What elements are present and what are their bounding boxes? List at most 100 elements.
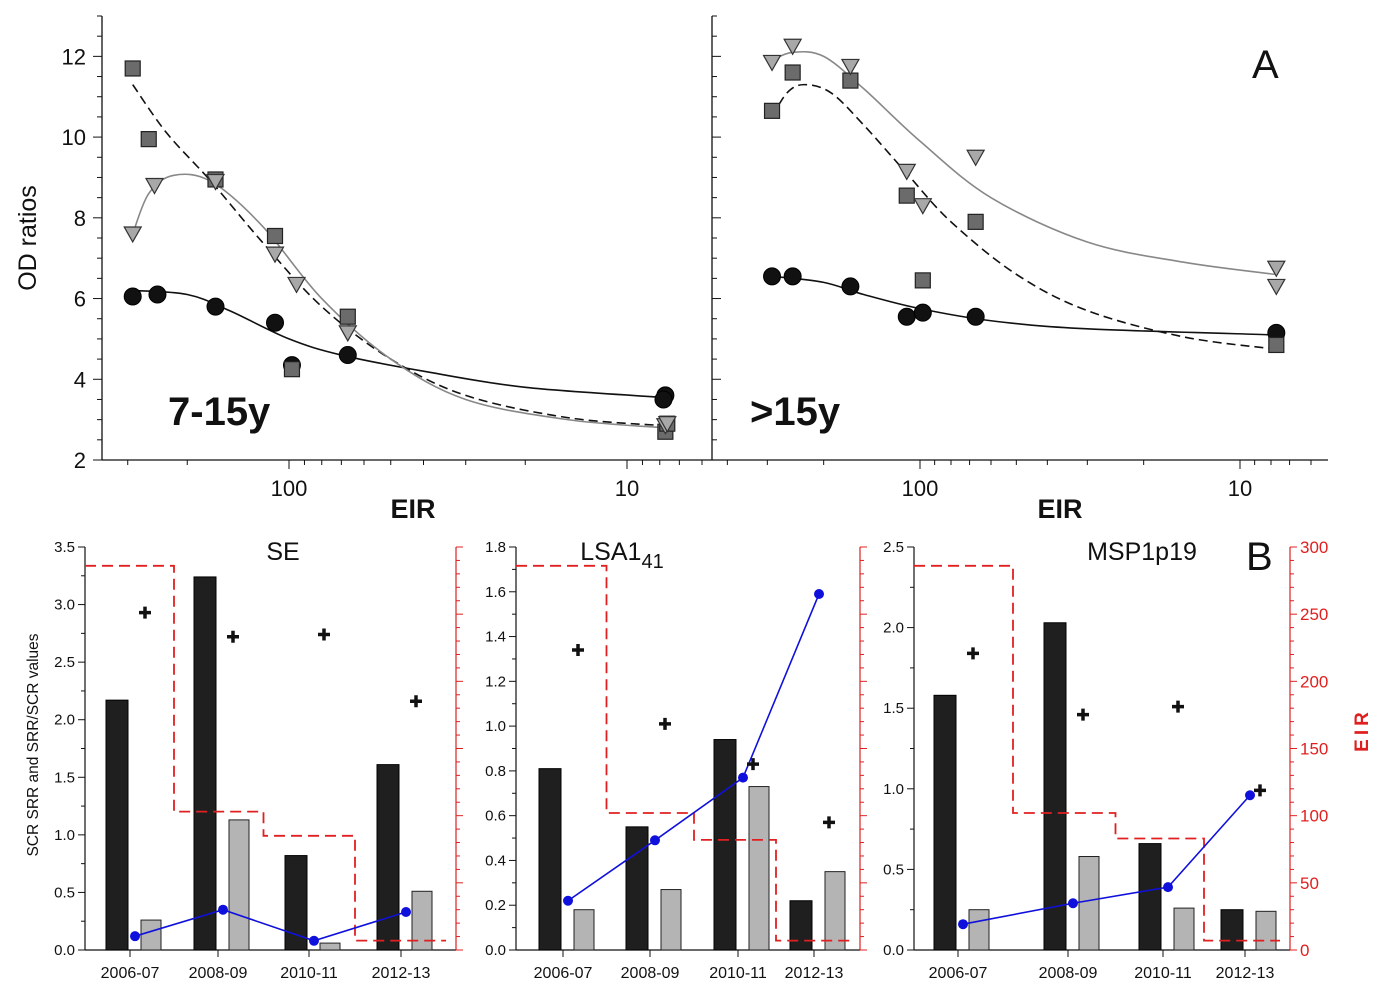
ratio-point bbox=[401, 907, 411, 918]
y-tick-label: 2.0 bbox=[883, 620, 904, 637]
subplot-title: LSA141 bbox=[580, 538, 663, 573]
age-group-label: 7-15y bbox=[168, 390, 271, 434]
y-tick-label: 4 bbox=[74, 367, 86, 392]
eir-axis-label: EIR bbox=[1352, 708, 1373, 752]
y-tick-label: 1.0 bbox=[485, 718, 506, 735]
square-point bbox=[898, 187, 915, 204]
x-axis-label: EIR bbox=[1037, 494, 1082, 524]
y-axis-label: SCR SRR and SRR/SCR values bbox=[25, 633, 42, 856]
category-label: 2012-13 bbox=[785, 965, 844, 982]
ratio-point bbox=[1068, 898, 1078, 909]
circle-point bbox=[841, 277, 860, 296]
square-point bbox=[967, 213, 984, 230]
grey-bar bbox=[824, 871, 846, 951]
y-tick-label: 12 bbox=[62, 44, 86, 69]
grey-bar bbox=[660, 889, 682, 951]
black-bar bbox=[538, 768, 562, 951]
square-point bbox=[784, 64, 801, 81]
ratio-line bbox=[134, 908, 407, 942]
grey-bar bbox=[1173, 907, 1195, 951]
eir-tick-label: 250 bbox=[1300, 605, 1328, 624]
square-point bbox=[763, 102, 781, 119]
black-bar bbox=[284, 855, 308, 951]
y-tick-label: 0.8 bbox=[485, 763, 506, 780]
grey-bar bbox=[140, 919, 162, 951]
circle-point bbox=[913, 303, 932, 322]
eir-step-line bbox=[85, 564, 446, 942]
triangle-point bbox=[1266, 260, 1286, 278]
panel-b-letter: B bbox=[1246, 535, 1273, 579]
y-tick-label: 0.0 bbox=[54, 942, 75, 959]
eir-tick-label: 300 bbox=[1300, 538, 1328, 557]
category-label: 2006-07 bbox=[929, 965, 988, 982]
subplot-title-main: MSP1p19 bbox=[1087, 538, 1197, 566]
y-tick-label: 0.0 bbox=[485, 942, 506, 959]
category-label: 2008-09 bbox=[189, 965, 248, 982]
ratio-line bbox=[567, 593, 820, 902]
cross-marker bbox=[1172, 700, 1184, 713]
y-tick-label: 1.5 bbox=[54, 769, 75, 786]
eir-tick-label: 0 bbox=[1300, 941, 1309, 960]
black-bar bbox=[933, 694, 957, 951]
y-tick-label: 1.8 bbox=[485, 539, 506, 556]
square-point bbox=[339, 308, 356, 325]
triangle-point bbox=[265, 246, 285, 264]
circle-point bbox=[266, 313, 285, 332]
cross-marker bbox=[1077, 708, 1089, 721]
ratio-line bbox=[962, 794, 1251, 925]
grey-bar bbox=[228, 819, 250, 951]
circle-point bbox=[338, 346, 357, 365]
x-tick-label: 10 bbox=[1228, 476, 1252, 501]
eir-tick-label: 150 bbox=[1300, 740, 1328, 759]
y-tick-label: 2.5 bbox=[54, 654, 75, 671]
circle-point bbox=[783, 267, 802, 286]
circle-point bbox=[763, 267, 782, 286]
cross-marker bbox=[1254, 784, 1266, 797]
circle-point bbox=[966, 307, 985, 326]
cross-marker bbox=[659, 717, 671, 730]
y-tick-label: 1.4 bbox=[485, 629, 506, 646]
fit-curve-triangle bbox=[771, 50, 1275, 276]
y-tick-label: 1.5 bbox=[883, 700, 904, 717]
black-bar bbox=[1138, 843, 1162, 951]
circle-point bbox=[123, 287, 142, 306]
eir-step-line bbox=[516, 564, 850, 942]
black-bar bbox=[1220, 909, 1244, 951]
triangle-point bbox=[966, 149, 986, 167]
black-bar bbox=[105, 699, 129, 951]
category-label: 2010-11 bbox=[709, 965, 767, 982]
cross-marker bbox=[227, 630, 239, 643]
category-label: 2010-11 bbox=[280, 965, 338, 982]
circle-point bbox=[206, 297, 225, 316]
category-label: 2008-09 bbox=[621, 965, 680, 982]
ratio-point bbox=[309, 935, 319, 946]
cross-marker bbox=[139, 606, 151, 619]
grey-bar bbox=[1255, 910, 1277, 951]
x-tick-label: 100 bbox=[271, 476, 308, 501]
y-tick-label: 1.6 bbox=[485, 584, 506, 601]
y-tick-label: 2 bbox=[74, 448, 86, 473]
square-point bbox=[283, 361, 301, 378]
subplot-title-main: LSA1 bbox=[580, 538, 641, 566]
triangle-point bbox=[897, 163, 917, 181]
subplot-title-main: SE bbox=[266, 538, 299, 566]
subplot-title-subscript: 41 bbox=[641, 551, 663, 573]
y-tick-label: 1.2 bbox=[485, 673, 506, 690]
ratio-point bbox=[563, 895, 573, 906]
y-tick-label: 10 bbox=[62, 125, 86, 150]
square-point bbox=[140, 131, 157, 148]
ratio-point bbox=[814, 589, 824, 600]
ratio-point bbox=[1245, 790, 1255, 801]
triangle-point bbox=[205, 173, 226, 191]
triangle-point bbox=[840, 58, 860, 76]
grey-bar bbox=[1078, 856, 1100, 951]
y-axis-label: OD ratios bbox=[14, 185, 42, 291]
y-tick-label: 2.0 bbox=[54, 712, 75, 729]
age-group-label: >15y bbox=[750, 390, 841, 434]
eir-tick-label: 100 bbox=[1300, 807, 1328, 826]
cross-marker bbox=[823, 816, 835, 829]
circle-point bbox=[148, 285, 167, 304]
x-tick-label: 100 bbox=[902, 476, 939, 501]
